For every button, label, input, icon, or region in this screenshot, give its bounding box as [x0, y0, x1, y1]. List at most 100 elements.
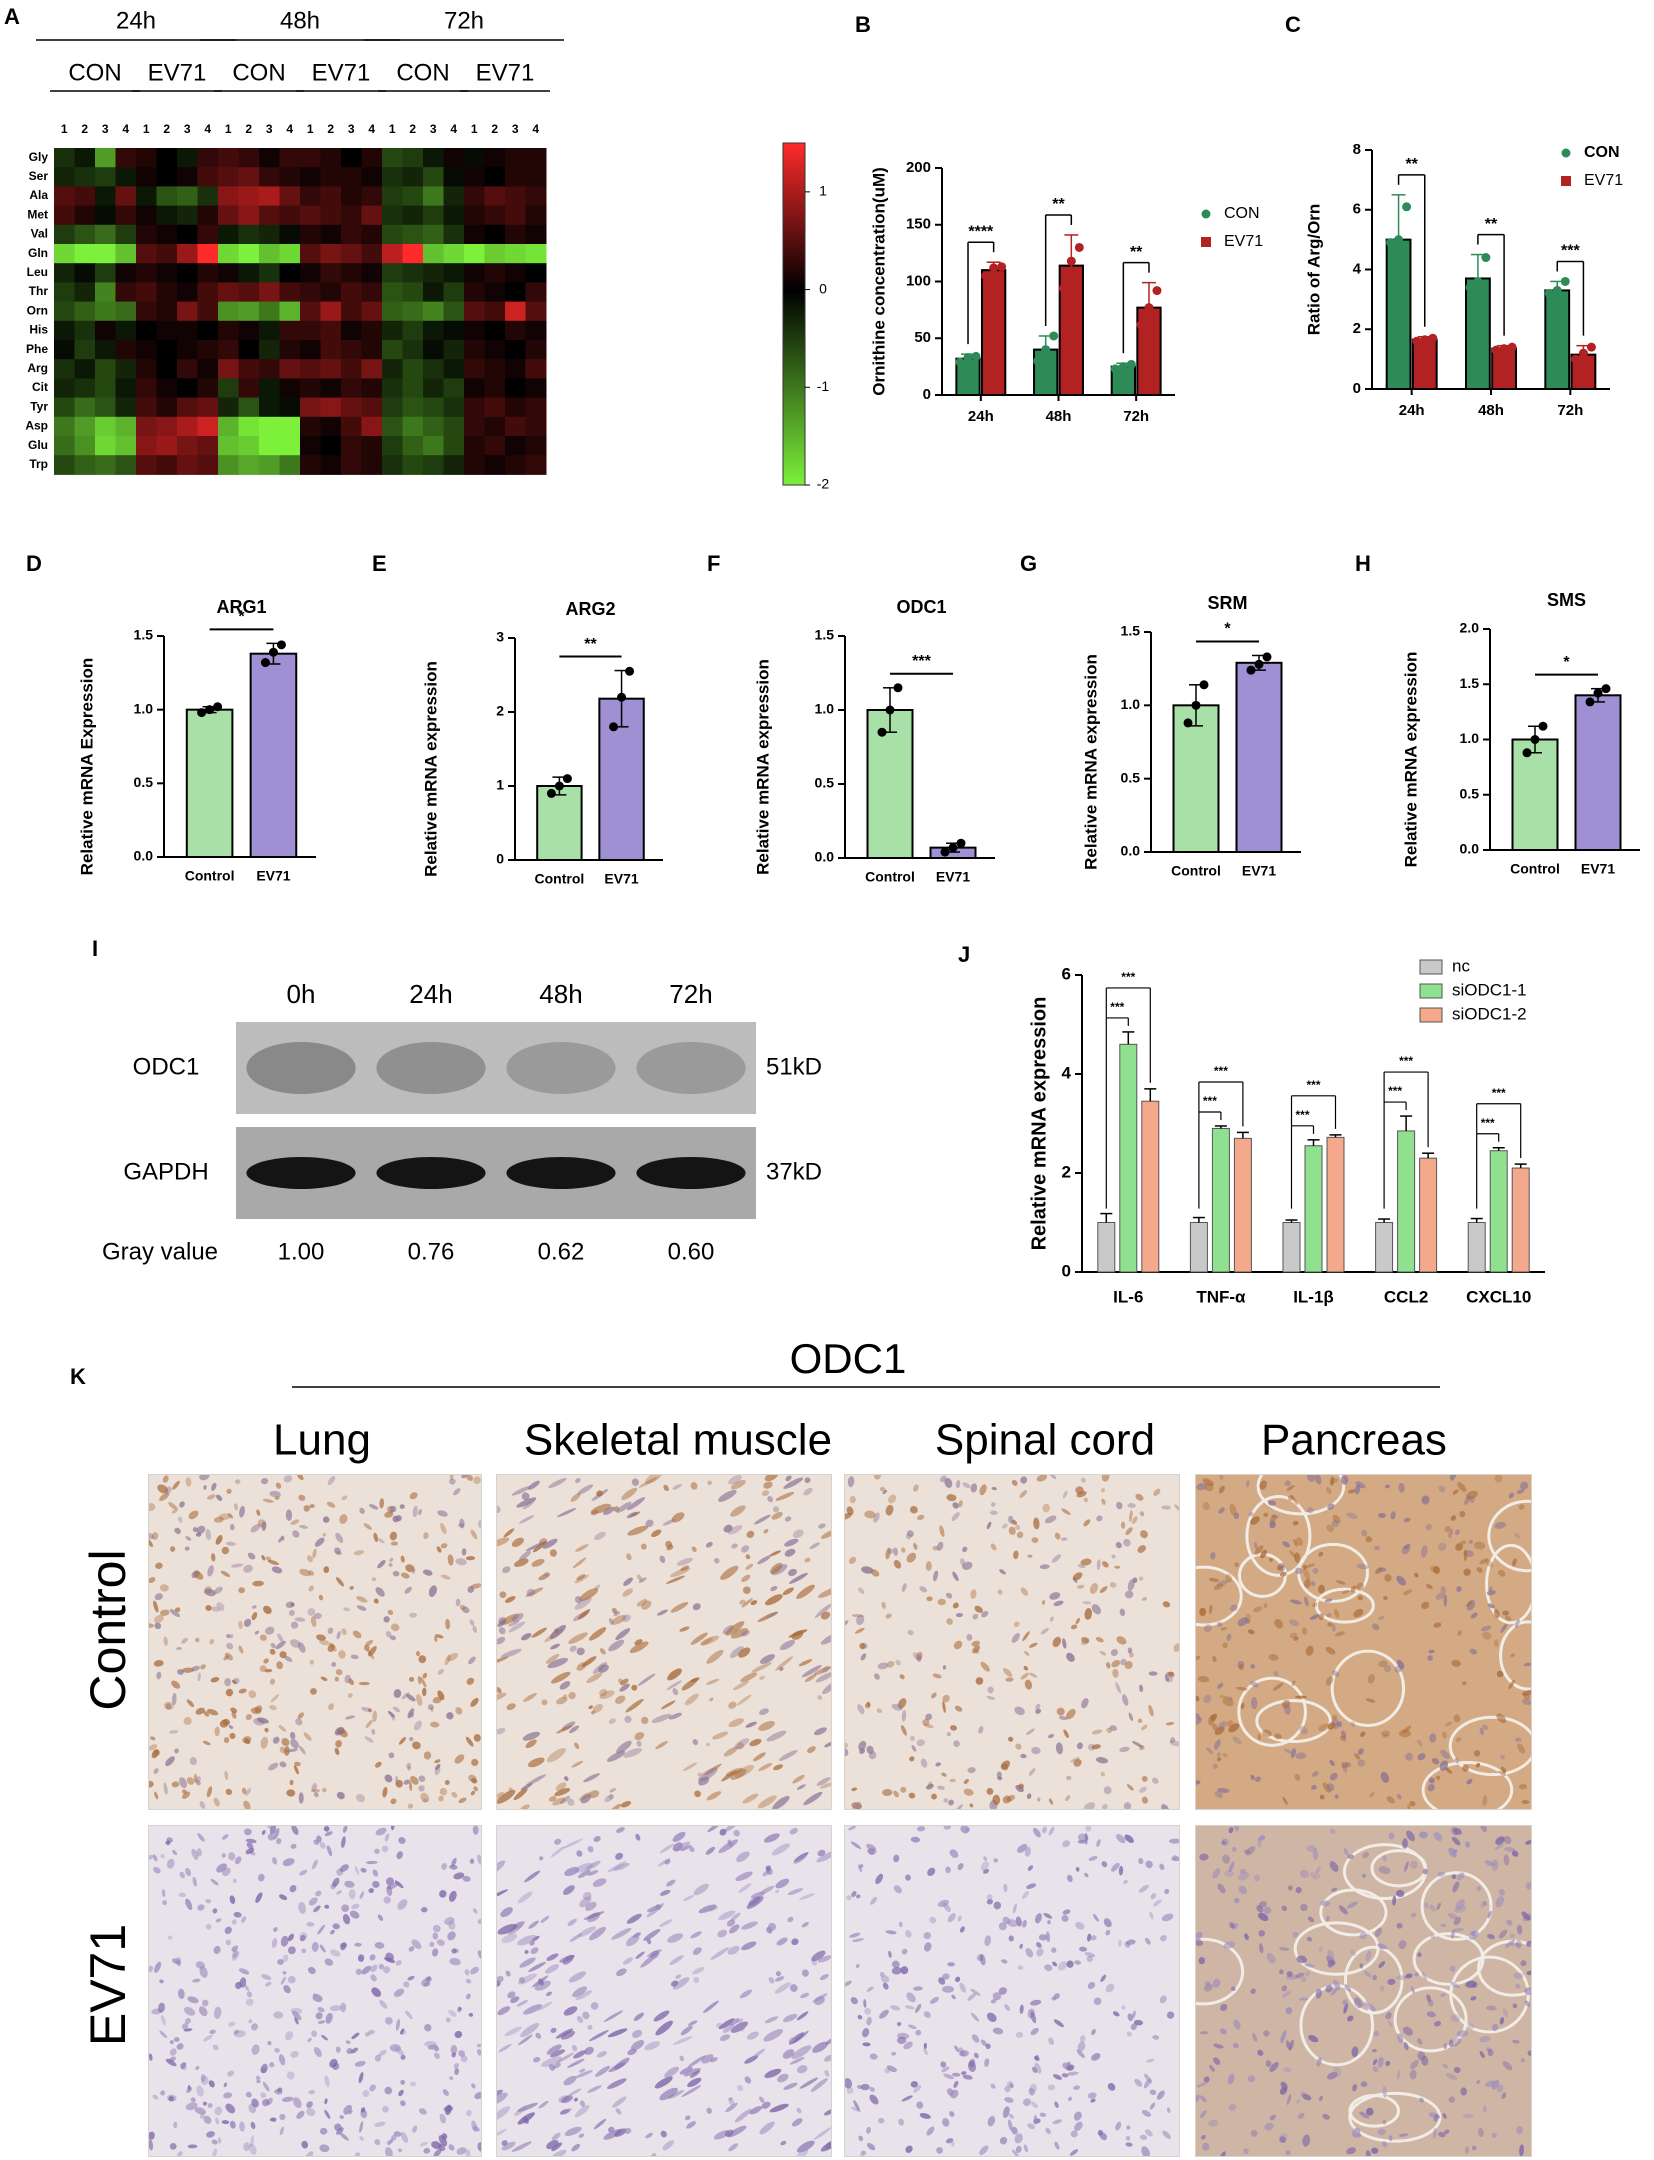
data-point	[1254, 659, 1264, 669]
heatmap-cell	[361, 205, 383, 226]
heatmap-cell	[95, 205, 116, 226]
heatmap-row-label: His	[29, 323, 48, 337]
panel-label-k: K	[70, 1364, 86, 1389]
heatmap-colorbar	[782, 142, 806, 486]
data-point	[609, 722, 619, 732]
heatmap-cell	[54, 148, 75, 168]
y-tick-label: 200	[906, 159, 931, 176]
heatmap-cell	[382, 416, 403, 437]
y-tick-label: 0.0	[134, 848, 154, 864]
heatmap-cell	[95, 320, 116, 341]
heatmap-cell	[156, 186, 178, 207]
heatmap-cell	[300, 224, 321, 245]
heatmap-cell	[443, 263, 465, 283]
tissue-column-label: Skeletal muscle	[524, 1416, 832, 1465]
heatmap-replicate-label: 3	[430, 122, 437, 136]
heatmap-cell	[197, 167, 219, 187]
heatmap-cell	[259, 263, 280, 283]
heatmap-cell	[279, 301, 301, 322]
chart-title: ARG1	[217, 597, 267, 617]
blot-membrane	[236, 1022, 756, 1114]
heatmap-cell	[464, 224, 485, 245]
bar	[1375, 1222, 1394, 1273]
panel-j-chart: 0 2 4 6 IL-6 *** *** TNF-α *** *** IL-1β *** *** CCL2…	[1028, 956, 1545, 1306]
heatmap-cell	[218, 148, 239, 168]
heatmap-cell	[115, 301, 137, 322]
data-point	[893, 683, 903, 693]
data-point	[1544, 288, 1554, 298]
heatmap-cell	[156, 167, 178, 187]
y-tick-label: 0	[1062, 1261, 1071, 1280]
blot-time-label: 48h	[539, 979, 582, 1009]
data-point	[617, 692, 627, 702]
x-tick-label: CXCL10	[1466, 1287, 1531, 1306]
heatmap-cell	[279, 320, 301, 341]
blot-band	[636, 1157, 746, 1189]
heatmap-cell	[259, 397, 280, 418]
heatmap-cell	[177, 455, 198, 475]
heatmap-cell	[505, 282, 526, 303]
heatmap-cell	[320, 340, 342, 360]
legend-label: EV71	[1224, 233, 1263, 250]
heatmap-cell	[177, 186, 198, 207]
heatmap-cell	[382, 167, 403, 187]
heatmap-cell	[238, 224, 260, 245]
heatmap-cell	[115, 340, 137, 360]
heatmap-cell	[156, 224, 178, 245]
data-point	[1586, 342, 1596, 352]
heatmap-cell	[197, 416, 219, 437]
y-tick-label: 1.0	[134, 700, 154, 716]
heatmap-cell	[361, 167, 383, 187]
heatmap-cell	[443, 359, 465, 379]
heatmap-cell	[54, 224, 75, 245]
heatmap-cell	[95, 455, 116, 475]
heatmap-cell	[382, 186, 403, 207]
heatmap-cell	[197, 436, 219, 456]
heatmap-cell	[484, 263, 506, 283]
heatmap-cell	[341, 397, 362, 418]
y-tick-label: 0.0	[1460, 841, 1480, 857]
heatmap-cell	[95, 244, 116, 264]
legend-marker	[1561, 148, 1571, 158]
heatmap-cell	[464, 205, 485, 226]
heatmap-cell	[361, 263, 383, 283]
y-tick-label: 150	[906, 216, 931, 233]
y-axis-label: Relative mRNA Expression	[77, 658, 96, 876]
heatmap-cell	[95, 416, 116, 437]
heatmap-cell	[402, 397, 424, 418]
heatmap-replicate-label: 1	[389, 122, 396, 136]
heatmap-cell	[341, 301, 362, 322]
heatmap-cell	[238, 359, 260, 379]
data-point	[1191, 700, 1201, 710]
legend-label: CON	[1224, 205, 1260, 222]
significance-label: **	[1485, 216, 1498, 233]
heatmap-cell	[402, 148, 424, 168]
heatmap-cell	[279, 224, 301, 245]
data-point	[971, 351, 981, 361]
heatmap-cell	[74, 340, 96, 360]
heatmap-cell	[54, 436, 75, 456]
heatmap-cell	[320, 301, 342, 322]
bar	[1097, 1222, 1116, 1273]
heatmap-cell	[115, 320, 137, 341]
heatmap-cell	[443, 378, 465, 399]
data-point	[546, 788, 556, 798]
heatmap-cell	[341, 416, 362, 437]
heatmap-cell	[218, 455, 239, 475]
heatmap-cell	[505, 148, 526, 168]
heatmap-cell	[423, 263, 444, 283]
tissue-image-control-pancreas	[1195, 1474, 1532, 1810]
data-point	[197, 708, 207, 718]
panel-g-chart: 0.0 0.5 1.0 1.5 Control EV71 * SRM Relative mRNA…	[1081, 593, 1301, 879]
panel-f-chart: 0.0 0.5 1.0 1.5 Control EV71 *** ODC1 Relative m…	[753, 597, 995, 885]
heatmap-cell	[156, 301, 178, 322]
heatmap-cell	[443, 224, 465, 245]
data-point	[1058, 283, 1068, 293]
heatmap-replicate-label: 1	[61, 122, 68, 136]
x-tick-label: EV71	[1581, 861, 1615, 877]
y-tick-label: 1.5	[815, 627, 835, 643]
data-point	[1394, 235, 1404, 245]
y-tick-label: 1	[496, 777, 504, 793]
data-point	[1593, 688, 1603, 698]
heatmap-row-label: Orn	[27, 303, 48, 317]
